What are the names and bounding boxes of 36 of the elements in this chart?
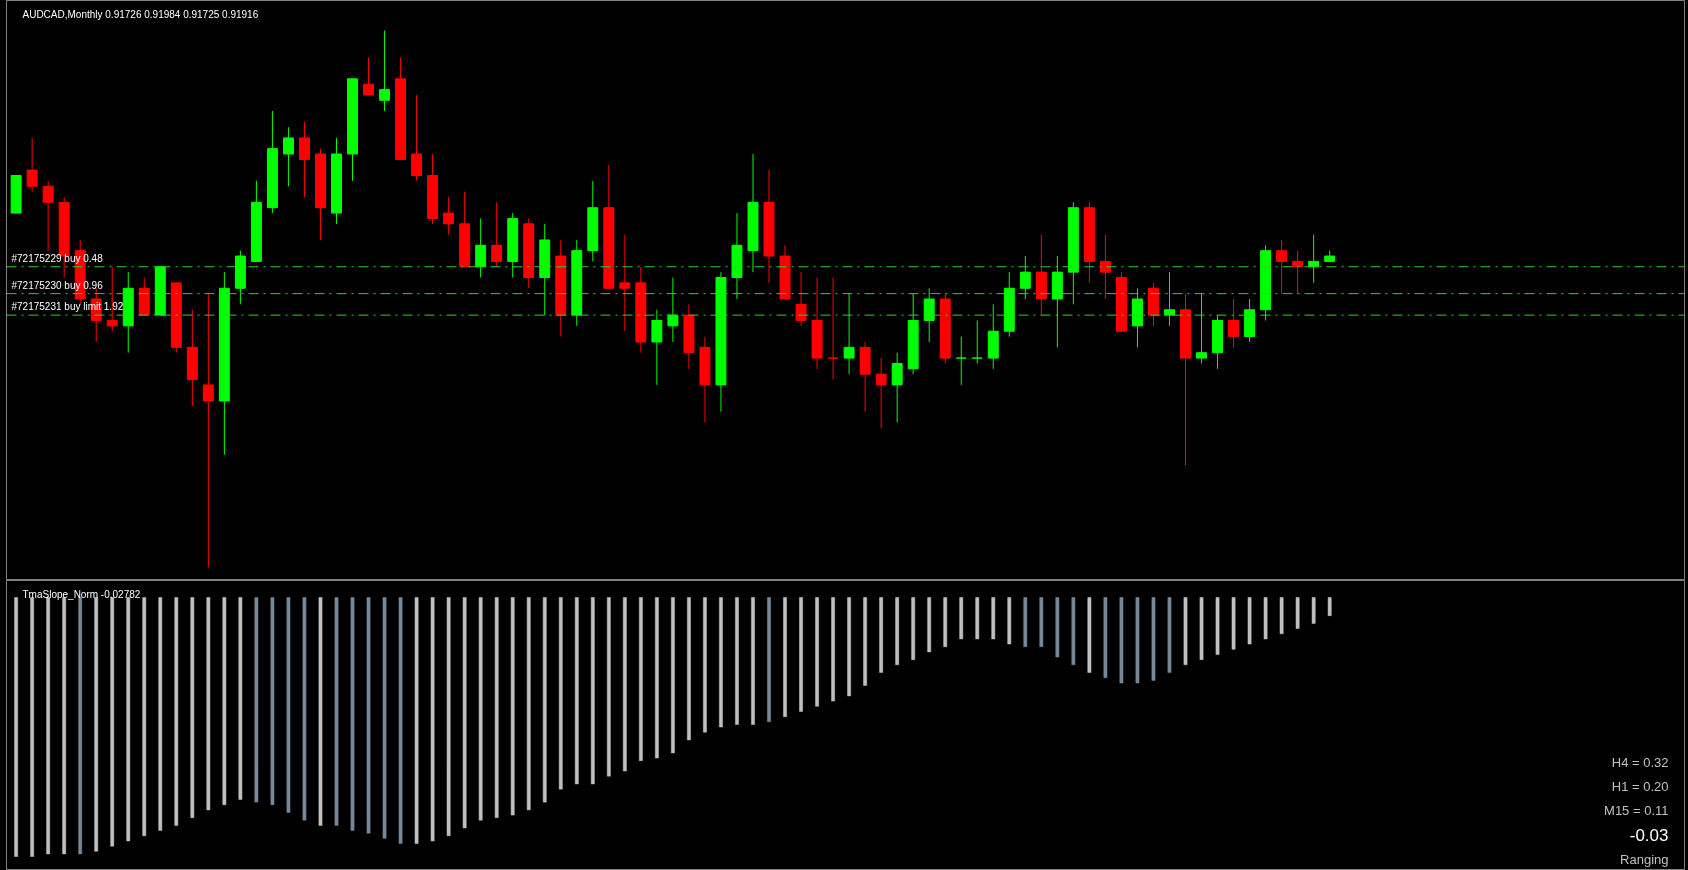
candlestick (971, 319, 983, 364)
candlestick (42, 180, 54, 252)
candlestick (202, 293, 214, 568)
text: Ranging (1620, 852, 1669, 867)
candlestick (667, 277, 679, 343)
candlestick (955, 336, 967, 386)
candlestick (282, 126, 294, 187)
text: M15 = 0.11 (1604, 803, 1669, 818)
candlestick (1228, 298, 1240, 348)
candlestick (1292, 250, 1304, 295)
candlestick (1164, 271, 1175, 327)
candlestick (26, 137, 38, 193)
candlestick (1099, 234, 1111, 300)
text: H1 = 0.20 (1611, 779, 1669, 794)
candlestick (843, 293, 855, 375)
candlestick (363, 56, 374, 96)
chart-title: TmaSlope_Norm -0.02782 (22, 589, 141, 600)
candlestick (379, 30, 391, 112)
candlestick (443, 196, 455, 236)
candlestick (1196, 293, 1207, 364)
candlestick (411, 94, 423, 182)
candlestick (475, 217, 487, 279)
candlestick (1019, 255, 1031, 300)
candlestick (651, 309, 663, 386)
candlestick (1276, 239, 1288, 295)
candlestick (875, 357, 887, 429)
candlestick (491, 201, 503, 268)
candlestick (298, 121, 310, 198)
candlestick (619, 234, 631, 332)
candlestick (923, 287, 935, 343)
candlestick (795, 271, 807, 327)
chart-title: AUDCAD,Monthly 0.91726 0.91984 0.91725 0.91916 (22, 9, 259, 20)
candlestick (827, 277, 839, 381)
text: -0.03 (1629, 825, 1669, 845)
candlestick (891, 352, 903, 424)
text: H4 = 0.32 (1611, 755, 1669, 770)
